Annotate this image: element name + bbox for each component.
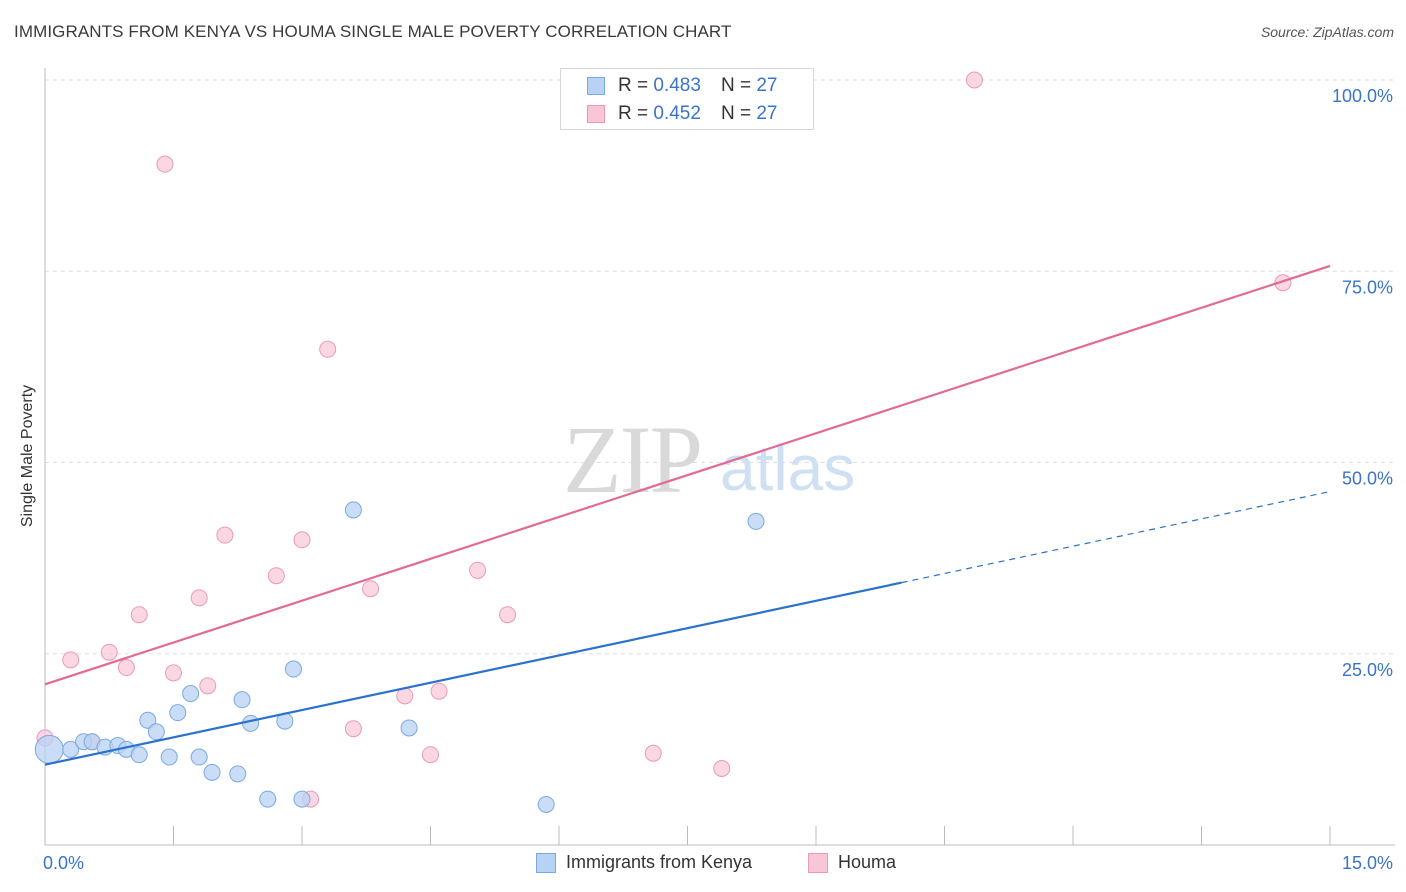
kenya-points [34,501,765,813]
kenya-point-24 [537,795,555,813]
kenya-legend-label: Immigrants from Kenya [566,852,753,872]
houma-point-16 [362,580,380,598]
houma-point-1 [62,651,80,669]
kenya-point-13 [190,748,208,766]
watermark: ZIP atlas [563,406,855,513]
legend-item-houma[interactable]: Houma [808,852,896,873]
y-tick-label-50: 50.0% [1342,469,1393,489]
kenya-point-21 [293,790,311,808]
chart-title: IMMIGRANTS FROM KENYA VS HOUMA SINGLE MA… [14,22,732,41]
kenya-point-10 [160,748,178,766]
houma-point-19 [430,682,448,700]
kenya-n-label: N = [720,75,752,96]
houma-r-label: R = [618,103,649,124]
houma-point-23 [713,760,731,777]
houma-point-3 [100,643,118,661]
series-legend: Immigrants from Kenya Houma [0,852,1406,876]
houma-point-18 [422,746,439,764]
kenya-trend-line [44,581,902,766]
correlation-legend: R = 0.483 N = 27 R = 0.452 N = 27 [560,68,814,130]
kenya-point-0 [34,734,64,764]
houma-point-8 [190,589,208,607]
kenya-r-value: 0.483 [653,75,701,96]
houma-point-11 [267,567,285,585]
kenya-point-20 [284,660,302,678]
x-tick-label-0: 0.0% [43,853,84,873]
legend-item-kenya[interactable]: Immigrants from Kenya [536,852,752,873]
kenya-point-14 [203,763,221,781]
houma-point-9 [199,677,217,695]
legend-row-kenya: R = 0.483 N = 27 [587,74,777,98]
houma-point-10 [216,526,234,544]
houma-point-14 [319,340,337,358]
trend-lines [44,264,1331,766]
kenya-point-18 [259,790,277,808]
kenya-point-1 [62,740,80,758]
source-credit: Source: ZipAtlas.com [1260,24,1394,40]
houma-point-24 [965,71,983,89]
y-tick-label-75: 75.0% [1342,277,1393,297]
kenya-point-9 [147,723,165,741]
y-tick-label-100: 100.0% [1332,86,1393,106]
kenya-point-25 [747,512,765,530]
kenya-point-7 [130,746,148,764]
houma-trend-line [44,264,1331,686]
houma-n-label: N = [720,103,752,124]
houma-point-7 [165,664,182,682]
houma-point-22 [644,744,662,762]
legend-row-houma: R = 0.452 N = 27 [587,102,777,126]
houma-legend-label: Houma [838,852,897,872]
houma-point-21 [499,606,517,624]
kenya-point-23 [400,719,418,737]
houma-legend-swatch [808,852,828,873]
kenya-point-17 [242,714,260,732]
houma-point-12 [293,531,311,549]
houma-point-20 [469,561,487,579]
houma-point-15 [344,720,362,738]
kenya-swatch [587,77,605,95]
houma-point-5 [130,606,148,624]
kenya-legend-swatch [536,852,556,873]
kenya-point-11 [169,704,187,722]
axis-layer [44,68,1395,846]
kenya-trend-extension [901,490,1331,584]
watermark-zip: ZIP [563,406,701,513]
tick-labels: 25.0% 50.0% 75.0% 100.0% 0.0% 15.0% [43,86,1393,873]
grid-layer [45,79,1395,655]
houma-swatch [587,105,605,123]
houma-point-4 [117,659,135,677]
kenya-point-8 [139,711,157,729]
y-tick-label-25: 25.0% [1342,660,1393,680]
houma-point-6 [156,155,174,173]
kenya-point-15 [229,765,247,783]
houma-r-value: 0.452 [653,103,701,124]
x-tick-label-15: 15.0% [1342,853,1393,873]
houma-n-value: 27 [756,103,778,124]
kenya-point-22 [344,501,362,519]
kenya-n-value: 27 [756,75,778,96]
watermark-atlas: atlas [720,432,855,504]
kenya-point-16 [233,691,251,709]
kenya-r-label: R = [618,75,649,96]
kenya-point-12 [182,685,200,703]
